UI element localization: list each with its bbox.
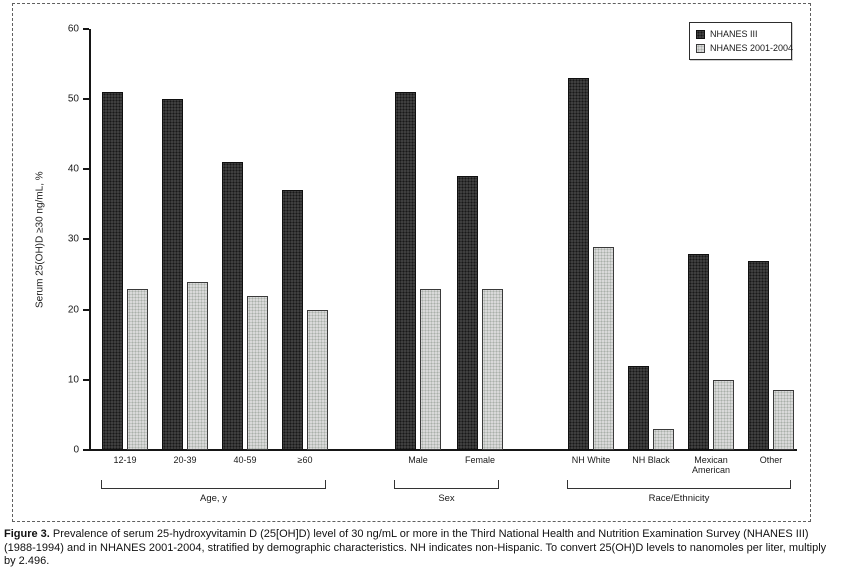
category-label-male: Male — [408, 455, 428, 465]
bar-nhanes-iii-mexican-american — [688, 254, 709, 450]
category-label-12-19: 12-19 — [113, 455, 137, 465]
y-axis-title: Serum 25(OH)D ≥30 ng/mL, % — [34, 171, 46, 309]
category-label-40-59: 40-59 — [233, 455, 257, 465]
group-bracket-race-ethnicity — [567, 480, 791, 489]
bar-nhanes-2001-2004-nh-white — [593, 247, 614, 450]
group-label-sex: Sex — [438, 493, 455, 504]
legend-swatch-nhanes-2001-2004-icon — [696, 43, 705, 53]
caption-figure-label: Figure 3. — [4, 528, 50, 540]
y-axis-tick-50 — [83, 98, 89, 101]
bar-nhanes-2001-2004-male — [420, 289, 441, 450]
category-label-nh-black: NH Black — [632, 455, 670, 465]
bar-nhanes-iii-nh-white — [568, 78, 589, 450]
bar-nhanes-iii-nh-black — [628, 366, 649, 450]
group-bracket-age-y — [101, 480, 326, 489]
y-axis-tick-10 — [83, 378, 89, 381]
group-label-race-ethnicity: Race/Ethnicity — [648, 493, 710, 504]
bar-nhanes-2001-2004-female — [482, 289, 503, 450]
category-label-nh-white: NH White — [571, 455, 611, 465]
y-axis-tick-60 — [83, 27, 89, 30]
legend-swatch-nhanes-iii-icon — [696, 29, 705, 39]
category-label-60: ≥60 — [297, 455, 313, 465]
bar-nhanes-iii-12-19 — [102, 92, 123, 450]
y-axis-tick-label-20: 20 — [67, 304, 79, 316]
bar-nhanes-2001-2004-40-59 — [247, 296, 268, 450]
bar-nhanes-iii-40-59 — [222, 162, 243, 450]
bar-nhanes-2001-2004-60 — [307, 310, 328, 450]
chart-frame: Serum 25(OH)D ≥30 ng/mL, % 0 10 20 30 40 50 60… — [12, 3, 811, 522]
y-axis-tick-20 — [83, 308, 89, 311]
category-label-other: Other — [759, 455, 783, 465]
y-axis-tick-label-50: 50 — [67, 93, 79, 105]
group-label-age-y: Age, y — [200, 493, 227, 504]
bar-nhanes-2001-2004-20-39 — [187, 282, 208, 450]
x-axis-line — [89, 449, 797, 451]
figure-caption: Figure 3. Prevalence of serum 25-hydroxy… — [4, 528, 838, 569]
y-axis-tick-label-30: 30 — [67, 233, 79, 245]
legend-row-nhanes-2001-2004: NHANES 2001-2004 — [696, 41, 793, 55]
category-label-female: Female — [464, 455, 495, 465]
bar-nhanes-iii-male — [395, 92, 416, 450]
bar-nhanes-2001-2004-12-19 — [127, 289, 148, 450]
category-label-20-39: 20-39 — [173, 455, 197, 465]
legend: NHANES III NHANES 2001-2004 — [689, 22, 793, 60]
y-axis-tick-30 — [83, 238, 89, 241]
bar-nhanes-iii-other — [748, 261, 769, 450]
bar-nhanes-2001-2004-nh-black — [653, 429, 674, 450]
y-axis-tick-0 — [83, 449, 89, 451]
legend-label-nhanes-iii: NHANES III — [710, 29, 758, 39]
caption-text: Prevalence of serum 25-hydroxyvitamin D … — [4, 528, 827, 567]
y-axis-tick-label-0: 0 — [73, 444, 79, 456]
category-label-mexican-american: Mexican American — [691, 455, 730, 475]
bar-nhanes-iii-20-39 — [162, 99, 183, 450]
bar-nhanes-iii-60 — [282, 190, 303, 450]
bar-nhanes-2001-2004-mexican-american — [713, 380, 734, 450]
bar-nhanes-iii-female — [457, 176, 478, 450]
bar-nhanes-2001-2004-other — [773, 390, 794, 450]
legend-row-nhanes-iii: NHANES III — [696, 27, 786, 41]
y-axis-tick-40 — [83, 168, 89, 171]
y-axis-tick-label-10: 10 — [67, 374, 79, 386]
y-axis-tick-label-40: 40 — [67, 163, 79, 175]
y-axis-tick-label-60: 60 — [67, 23, 79, 35]
y-axis-line — [89, 29, 91, 451]
legend-label-nhanes-2001-2004: NHANES 2001-2004 — [710, 43, 794, 53]
group-bracket-sex — [394, 480, 499, 489]
